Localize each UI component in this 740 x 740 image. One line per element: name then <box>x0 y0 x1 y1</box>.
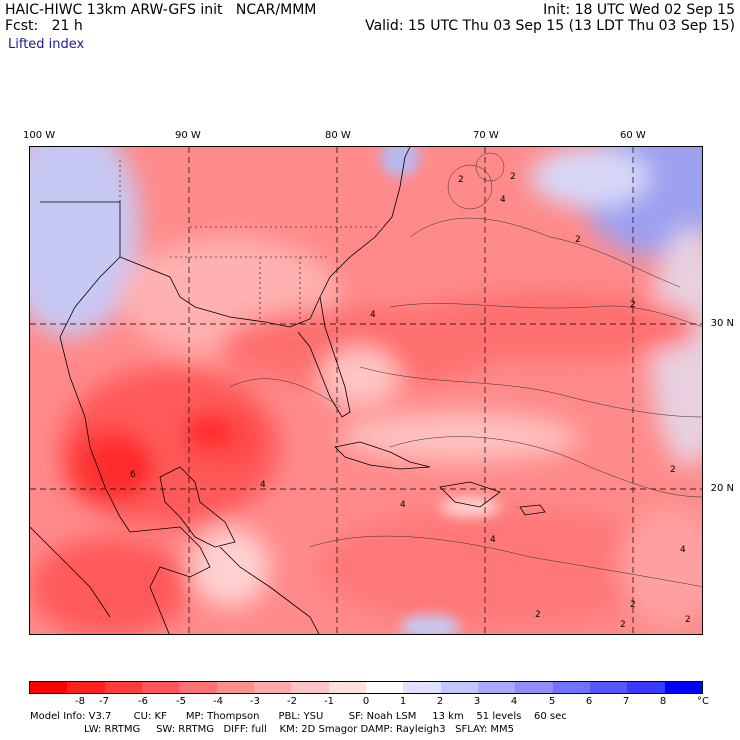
model-info-line1: Model Info: V3.7 CU: KF MP: Thompson PBL… <box>30 711 567 722</box>
legend-tick: -5 <box>176 696 186 707</box>
legend-swatch <box>365 682 404 693</box>
legend-swatch <box>664 682 702 693</box>
legend-swatch <box>477 682 516 693</box>
lon-label-70w: 70 W <box>473 130 499 141</box>
contour-label: 2 <box>630 600 636 610</box>
legend-tick: 0 <box>362 696 370 707</box>
legend-swatch <box>328 682 366 693</box>
contour-label: 4 <box>490 535 496 545</box>
legend-swatch <box>253 682 292 693</box>
legend-tick: -3 <box>250 696 260 707</box>
lon-label-80w: 80 W <box>325 130 351 141</box>
contours <box>229 152 702 587</box>
contour-label: 4 <box>260 480 266 490</box>
legend-swatch <box>589 682 628 693</box>
legend-tick: 4 <box>510 696 518 707</box>
legend-tick: 6 <box>585 696 593 707</box>
legend-tick: 2 <box>436 696 444 707</box>
field-name: Lifted index <box>8 37 85 52</box>
lon-label-90w: 90 W <box>175 130 201 141</box>
legend-swatch <box>104 682 142 693</box>
legend-swatch <box>627 682 665 693</box>
contour-label: 2 <box>620 620 626 630</box>
legend-swatch <box>515 682 553 693</box>
contour-label: 2 <box>685 615 691 625</box>
contour-label: 6 <box>130 470 136 480</box>
coastlines <box>30 147 546 634</box>
lat-label-30n: 30 N <box>710 318 734 329</box>
legend-swatch <box>67 682 105 693</box>
contour-label: 2 <box>510 172 516 182</box>
legend-swatch <box>552 682 590 693</box>
legend-swatch <box>179 682 217 693</box>
map-canvas: 2 2 2 4 4 2 2 4 4 2 4 2 2 4 2 6 <box>30 147 702 634</box>
lon-label-60w: 60 W <box>620 130 646 141</box>
legend-tick: 3 <box>473 696 481 707</box>
init-time: Init: 18 UTC Wed 02 Sep 15 <box>543 2 735 18</box>
contour-label: 2 <box>575 235 581 245</box>
legend-tick: 1 <box>399 696 407 707</box>
legend-tick: -2 <box>287 696 297 707</box>
legend-tick: -8 <box>75 696 85 707</box>
legend-swatch <box>403 682 441 693</box>
model-title: HAIC-HIWC 13km ARW-GFS init NCAR/MMM <box>5 2 317 18</box>
graticule <box>30 147 702 634</box>
contour-label: 4 <box>500 195 506 205</box>
legend-swatch <box>440 682 478 693</box>
legend-tick: -7 <box>99 696 109 707</box>
model-info-line2: LW: RRTMG SW: RRTMG DIFF: full KM: 2D Sm… <box>30 724 515 735</box>
legend-swatch <box>291 682 329 693</box>
contour-label: 2 <box>670 465 676 475</box>
contour-label: 4 <box>680 545 686 555</box>
lifted-index-map: 2 2 2 4 4 2 2 4 4 2 4 2 2 4 2 6 <box>29 146 703 635</box>
lat-label-20n: 20 N <box>710 483 734 494</box>
color-legend <box>29 681 703 694</box>
lon-label-100w: 100 W <box>23 130 56 141</box>
legend-swatch <box>141 682 180 693</box>
legend-tick: 7 <box>622 696 630 707</box>
contour-label: 2 <box>458 175 464 185</box>
contour-label: 4 <box>370 310 376 320</box>
legend-unit: °C <box>697 696 709 707</box>
legend-tick: 8 <box>659 696 667 707</box>
contour-label: 4 <box>400 500 406 510</box>
valid-time: Valid: 15 UTC Thu 03 Sep 15 (13 LDT Thu … <box>365 18 735 34</box>
contour-label: 2 <box>535 610 541 620</box>
forecast-hour: Fcst: 21 h <box>5 18 83 34</box>
state-borders <box>119 157 380 327</box>
legend-tick: -1 <box>324 696 334 707</box>
legend-swatch <box>30 682 68 693</box>
legend-tick: -4 <box>213 696 223 707</box>
legend-tick: 5 <box>548 696 556 707</box>
contour-label-group: 2 2 2 4 4 2 2 4 4 2 4 2 2 4 2 6 <box>130 172 691 630</box>
legend-swatch <box>216 682 254 693</box>
legend-tick: -6 <box>138 696 148 707</box>
contour-label: 2 <box>630 300 636 310</box>
